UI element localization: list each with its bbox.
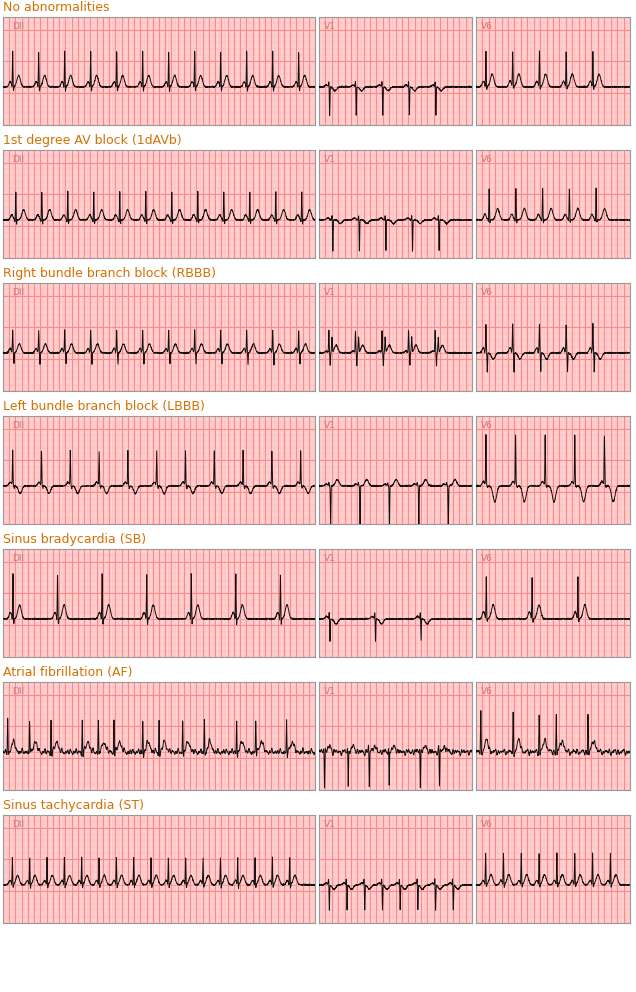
- Text: V6: V6: [481, 289, 492, 298]
- Text: V6: V6: [481, 422, 492, 431]
- Text: Sinus bradycardia (SB): Sinus bradycardia (SB): [3, 533, 146, 546]
- Text: DII: DII: [12, 820, 24, 829]
- Text: No abnormalities: No abnormalities: [3, 1, 109, 14]
- Text: Left bundle branch block (LBBB): Left bundle branch block (LBBB): [3, 400, 205, 413]
- Text: V1: V1: [324, 687, 335, 696]
- Text: DII: DII: [12, 289, 24, 298]
- Text: DII: DII: [12, 555, 24, 563]
- Text: Right bundle branch block (RBBB): Right bundle branch block (RBBB): [3, 267, 216, 280]
- Text: V1: V1: [324, 289, 335, 298]
- Text: 1st degree AV block (1dAVb): 1st degree AV block (1dAVb): [3, 134, 182, 147]
- Text: V6: V6: [481, 555, 492, 563]
- Text: V6: V6: [481, 156, 492, 165]
- Text: V6: V6: [481, 23, 492, 32]
- Text: DII: DII: [12, 687, 24, 696]
- Text: V6: V6: [481, 687, 492, 696]
- Text: V1: V1: [324, 23, 335, 32]
- Text: V1: V1: [324, 422, 335, 431]
- Text: V1: V1: [324, 555, 335, 563]
- Text: DII: DII: [12, 156, 24, 165]
- Text: Atrial fibrillation (AF): Atrial fibrillation (AF): [3, 666, 132, 679]
- Text: DII: DII: [12, 422, 24, 431]
- Text: Sinus tachycardia (ST): Sinus tachycardia (ST): [3, 799, 144, 812]
- Text: DII: DII: [12, 23, 24, 32]
- Text: V6: V6: [481, 820, 492, 829]
- Text: V1: V1: [324, 156, 335, 165]
- Text: V1: V1: [324, 820, 335, 829]
